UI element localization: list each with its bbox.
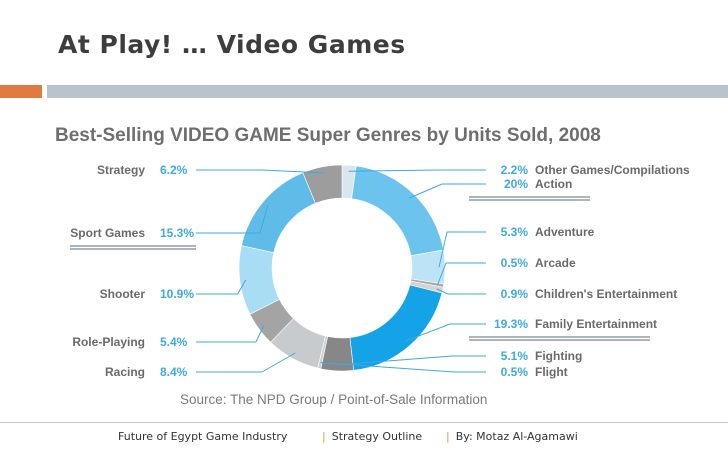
name-arcade: Arcade <box>535 256 576 270</box>
footer-middle: | Strategy Outline <box>322 430 422 443</box>
footer-separator: | <box>322 430 326 443</box>
value-shooter: 10.9% <box>160 287 194 301</box>
slice-sport-games <box>241 172 316 254</box>
chart-source: Source: The NPD Group / Point-of-Sale In… <box>180 392 487 407</box>
footer-right: | By: Motaz Al-Agamawi <box>446 430 578 443</box>
slice-strategy <box>302 164 343 204</box>
footer-separator: | <box>446 430 450 443</box>
footer-left: Future of Egypt Game Industry <box>118 430 287 443</box>
footer-middle-text: Strategy Outline <box>331 430 423 443</box>
name-other-games-compilations: Other Games/Compilations <box>535 163 690 177</box>
name-fighting: Fighting <box>535 349 582 363</box>
title-accent-orange <box>0 85 42 98</box>
footer-left-text: Future of Egypt Game Industry <box>118 430 288 443</box>
value-adventure: 5.3% <box>501 225 529 239</box>
leader-children-s-entertainment <box>436 288 449 295</box>
leader-action <box>409 183 443 199</box>
name-family-entertainment: Family Entertainment <box>535 317 657 331</box>
leader-family-entertainment <box>405 323 451 342</box>
leader-flight <box>320 362 455 373</box>
value-action: 20% <box>504 177 528 191</box>
leader-strategy <box>261 169 324 174</box>
name-children-s-entertainment: Children's Entertainment <box>535 287 677 301</box>
value-role-playing: 5.4% <box>160 335 188 349</box>
leader-adventure <box>438 231 448 268</box>
value-racing: 8.4% <box>160 365 188 379</box>
slide-title: At Play! … Video Games <box>58 30 406 59</box>
leader-role-playing <box>255 325 265 343</box>
title-accent-gray <box>47 85 728 98</box>
name-strategy: Strategy <box>97 163 145 177</box>
name-action: Action <box>535 177 572 191</box>
value-fighting: 5.1% <box>501 349 529 363</box>
leader-sport-games <box>259 205 269 234</box>
value-sport-games: 15.3% <box>160 226 194 240</box>
name-role-playing: Role-Playing <box>72 335 145 349</box>
value-strategy: 6.2% <box>160 163 188 177</box>
leader-shooter <box>237 279 247 295</box>
leader-arcade <box>437 262 447 285</box>
leader-lines <box>70 169 650 373</box>
value-children-s-entertainment: 0.9% <box>501 287 529 301</box>
value-arcade: 0.5% <box>501 256 529 270</box>
leader-fighting <box>337 355 453 366</box>
donut-slices <box>238 164 446 372</box>
footer-right-text: By: Motaz Al-Agamawi <box>455 430 578 443</box>
name-shooter: Shooter <box>100 287 146 301</box>
name-adventure: Adventure <box>535 225 595 239</box>
value-family-entertainment: 19.3% <box>494 317 528 331</box>
value-flight: 0.5% <box>501 365 529 379</box>
leader-other-games-compilations <box>348 169 441 172</box>
value-other-games-compilations: 2.2% <box>501 163 529 177</box>
slice-labels: 2.2% Other Games/Compilations 20% Action 5.3… <box>70 163 690 379</box>
name-sport-games: Sport Games <box>70 226 145 240</box>
name-racing: Racing <box>105 365 145 379</box>
chart-title: Best-Selling VIDEO GAME Super Genres by … <box>55 125 601 146</box>
donut-chart: Best-Selling VIDEO GAME Super Genres by … <box>55 125 690 407</box>
slice-action <box>351 165 444 257</box>
footer-divider <box>0 422 728 423</box>
name-flight: Flight <box>535 365 568 379</box>
leader-racing <box>261 352 296 373</box>
